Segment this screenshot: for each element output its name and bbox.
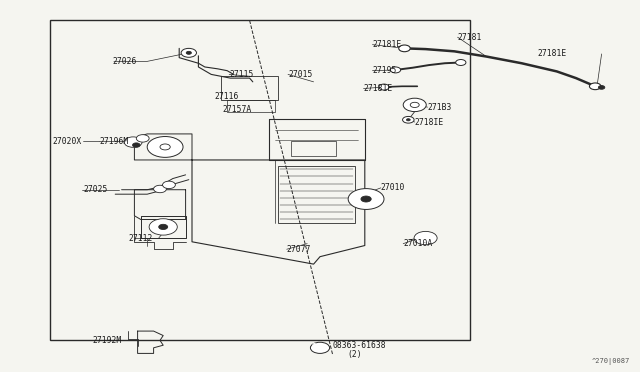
Circle shape — [181, 48, 196, 57]
Text: 27181: 27181 — [458, 33, 482, 42]
Text: 27157A: 27157A — [223, 105, 252, 114]
Circle shape — [410, 102, 419, 108]
Circle shape — [414, 231, 437, 245]
Bar — [50, 20, 470, 340]
Text: 08363-61638: 08363-61638 — [333, 341, 387, 350]
Text: 27116: 27116 — [214, 92, 239, 101]
Text: 27025: 27025 — [83, 185, 108, 194]
Text: 27020X: 27020X — [52, 137, 82, 146]
Circle shape — [456, 60, 466, 65]
Circle shape — [154, 185, 166, 193]
Bar — [227, 100, 275, 112]
Circle shape — [403, 98, 426, 112]
Text: 27195: 27195 — [372, 66, 397, 75]
Text: 27181E: 27181E — [372, 40, 402, 49]
Circle shape — [348, 189, 384, 209]
Circle shape — [132, 143, 140, 147]
Text: 27115: 27115 — [229, 70, 253, 79]
Circle shape — [420, 235, 431, 241]
Text: (2): (2) — [348, 350, 362, 359]
Text: S: S — [311, 343, 316, 352]
Circle shape — [403, 116, 414, 123]
Text: 27192M: 27192M — [93, 336, 122, 345]
Text: 27112: 27112 — [128, 234, 152, 243]
Text: 27010A: 27010A — [403, 239, 433, 248]
Circle shape — [186, 51, 191, 54]
Circle shape — [390, 67, 401, 73]
Circle shape — [159, 224, 168, 230]
Circle shape — [361, 196, 371, 202]
Bar — [291, 141, 336, 156]
Circle shape — [160, 144, 170, 150]
Circle shape — [136, 135, 149, 142]
Text: 271B3: 271B3 — [428, 103, 452, 112]
Circle shape — [315, 345, 325, 351]
Text: 27077: 27077 — [287, 245, 311, 254]
Circle shape — [379, 84, 389, 90]
Text: 27015: 27015 — [288, 70, 312, 79]
Text: 27010: 27010 — [381, 183, 405, 192]
Circle shape — [124, 137, 142, 147]
Circle shape — [310, 342, 330, 353]
Circle shape — [149, 219, 177, 235]
Circle shape — [399, 45, 410, 52]
Circle shape — [147, 137, 183, 157]
Text: 27196M: 27196M — [99, 137, 129, 146]
Bar — [221, 76, 278, 100]
Bar — [278, 166, 355, 223]
Text: 27181E: 27181E — [538, 49, 567, 58]
Text: 27181E: 27181E — [364, 84, 393, 93]
Circle shape — [163, 181, 175, 189]
Circle shape — [598, 86, 605, 89]
Circle shape — [589, 83, 601, 90]
Text: ^270|0087: ^270|0087 — [592, 357, 630, 365]
Text: 2718IE: 2718IE — [415, 118, 444, 126]
Circle shape — [406, 119, 410, 121]
Text: 27026: 27026 — [112, 57, 136, 66]
